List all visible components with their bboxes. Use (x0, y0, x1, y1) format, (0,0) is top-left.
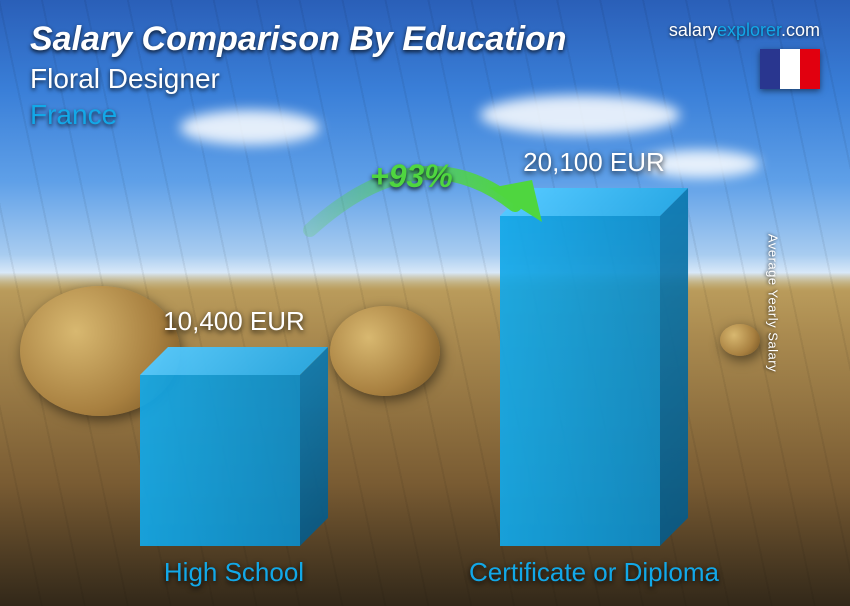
bar-value-label: 20,100 EUR (464, 147, 724, 178)
brand-suffix: .com (781, 20, 820, 40)
france-flag-icon (760, 49, 820, 89)
bar-category-label: Certificate or Diploma (444, 557, 744, 588)
page-subtitle: Floral Designer (30, 63, 567, 95)
brand-block: salaryexplorer.com (669, 20, 820, 94)
bar-chart: 10,400 EURHigh School20,100 EURCertifica… (0, 160, 850, 606)
flag-stripe-red (800, 49, 820, 89)
bar (140, 375, 300, 546)
flag-stripe-blue (760, 49, 780, 89)
header: Salary Comparison By Education Floral De… (30, 20, 820, 131)
brand-text: salaryexplorer.com (669, 20, 820, 41)
bar-front-face (140, 375, 300, 546)
bar-value-label: 10,400 EUR (104, 306, 364, 337)
bar-side-face (300, 347, 328, 546)
brand-accent: explorer (717, 20, 781, 40)
bar-top-face (500, 188, 688, 216)
increase-percentage: +93% (370, 158, 453, 195)
bar-side-face (660, 188, 688, 546)
title-block: Salary Comparison By Education Floral De… (30, 20, 567, 131)
bar-category-label: High School (84, 557, 384, 588)
flag-stripe-white (780, 49, 800, 89)
bar-top-face (140, 347, 328, 375)
brand-prefix: salary (669, 20, 717, 40)
page-title: Salary Comparison By Education (30, 20, 567, 59)
country-label: France (30, 99, 567, 131)
bar (500, 216, 660, 546)
bar-front-face (500, 216, 660, 546)
